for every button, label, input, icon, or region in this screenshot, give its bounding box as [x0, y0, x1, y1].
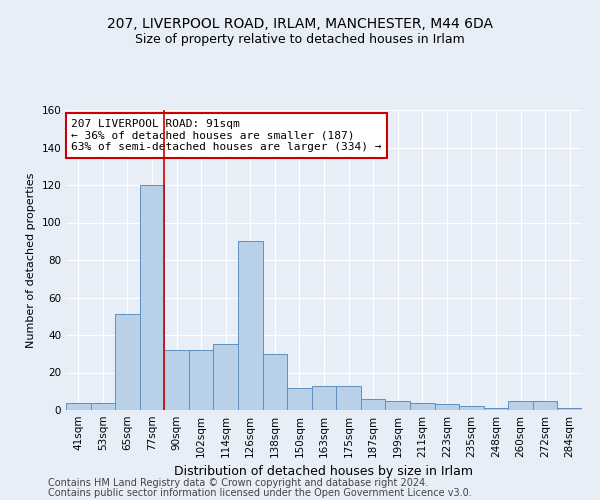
Bar: [91, 402, 115, 410]
Bar: [312, 386, 336, 410]
Text: Contains public sector information licensed under the Open Government Licence v3: Contains public sector information licen…: [48, 488, 472, 498]
Bar: [115, 314, 140, 410]
Bar: [385, 400, 410, 410]
Bar: [434, 404, 459, 410]
Bar: [164, 350, 189, 410]
Bar: [533, 400, 557, 410]
Bar: [459, 406, 484, 410]
Bar: [484, 408, 508, 410]
Bar: [336, 386, 361, 410]
Bar: [66, 402, 91, 410]
Bar: [361, 399, 385, 410]
Bar: [214, 344, 238, 410]
Bar: [189, 350, 214, 410]
Y-axis label: Number of detached properties: Number of detached properties: [26, 172, 36, 348]
Bar: [287, 388, 312, 410]
Text: Contains HM Land Registry data © Crown copyright and database right 2024.: Contains HM Land Registry data © Crown c…: [48, 478, 428, 488]
Bar: [410, 402, 434, 410]
Text: 207, LIVERPOOL ROAD, IRLAM, MANCHESTER, M44 6DA: 207, LIVERPOOL ROAD, IRLAM, MANCHESTER, …: [107, 18, 493, 32]
Text: Size of property relative to detached houses in Irlam: Size of property relative to detached ho…: [135, 32, 465, 46]
Bar: [140, 185, 164, 410]
Bar: [557, 408, 582, 410]
Bar: [238, 242, 263, 410]
X-axis label: Distribution of detached houses by size in Irlam: Distribution of detached houses by size …: [175, 466, 473, 478]
Bar: [508, 400, 533, 410]
Text: 207 LIVERPOOL ROAD: 91sqm
← 36% of detached houses are smaller (187)
63% of semi: 207 LIVERPOOL ROAD: 91sqm ← 36% of detac…: [71, 119, 382, 152]
Bar: [263, 354, 287, 410]
